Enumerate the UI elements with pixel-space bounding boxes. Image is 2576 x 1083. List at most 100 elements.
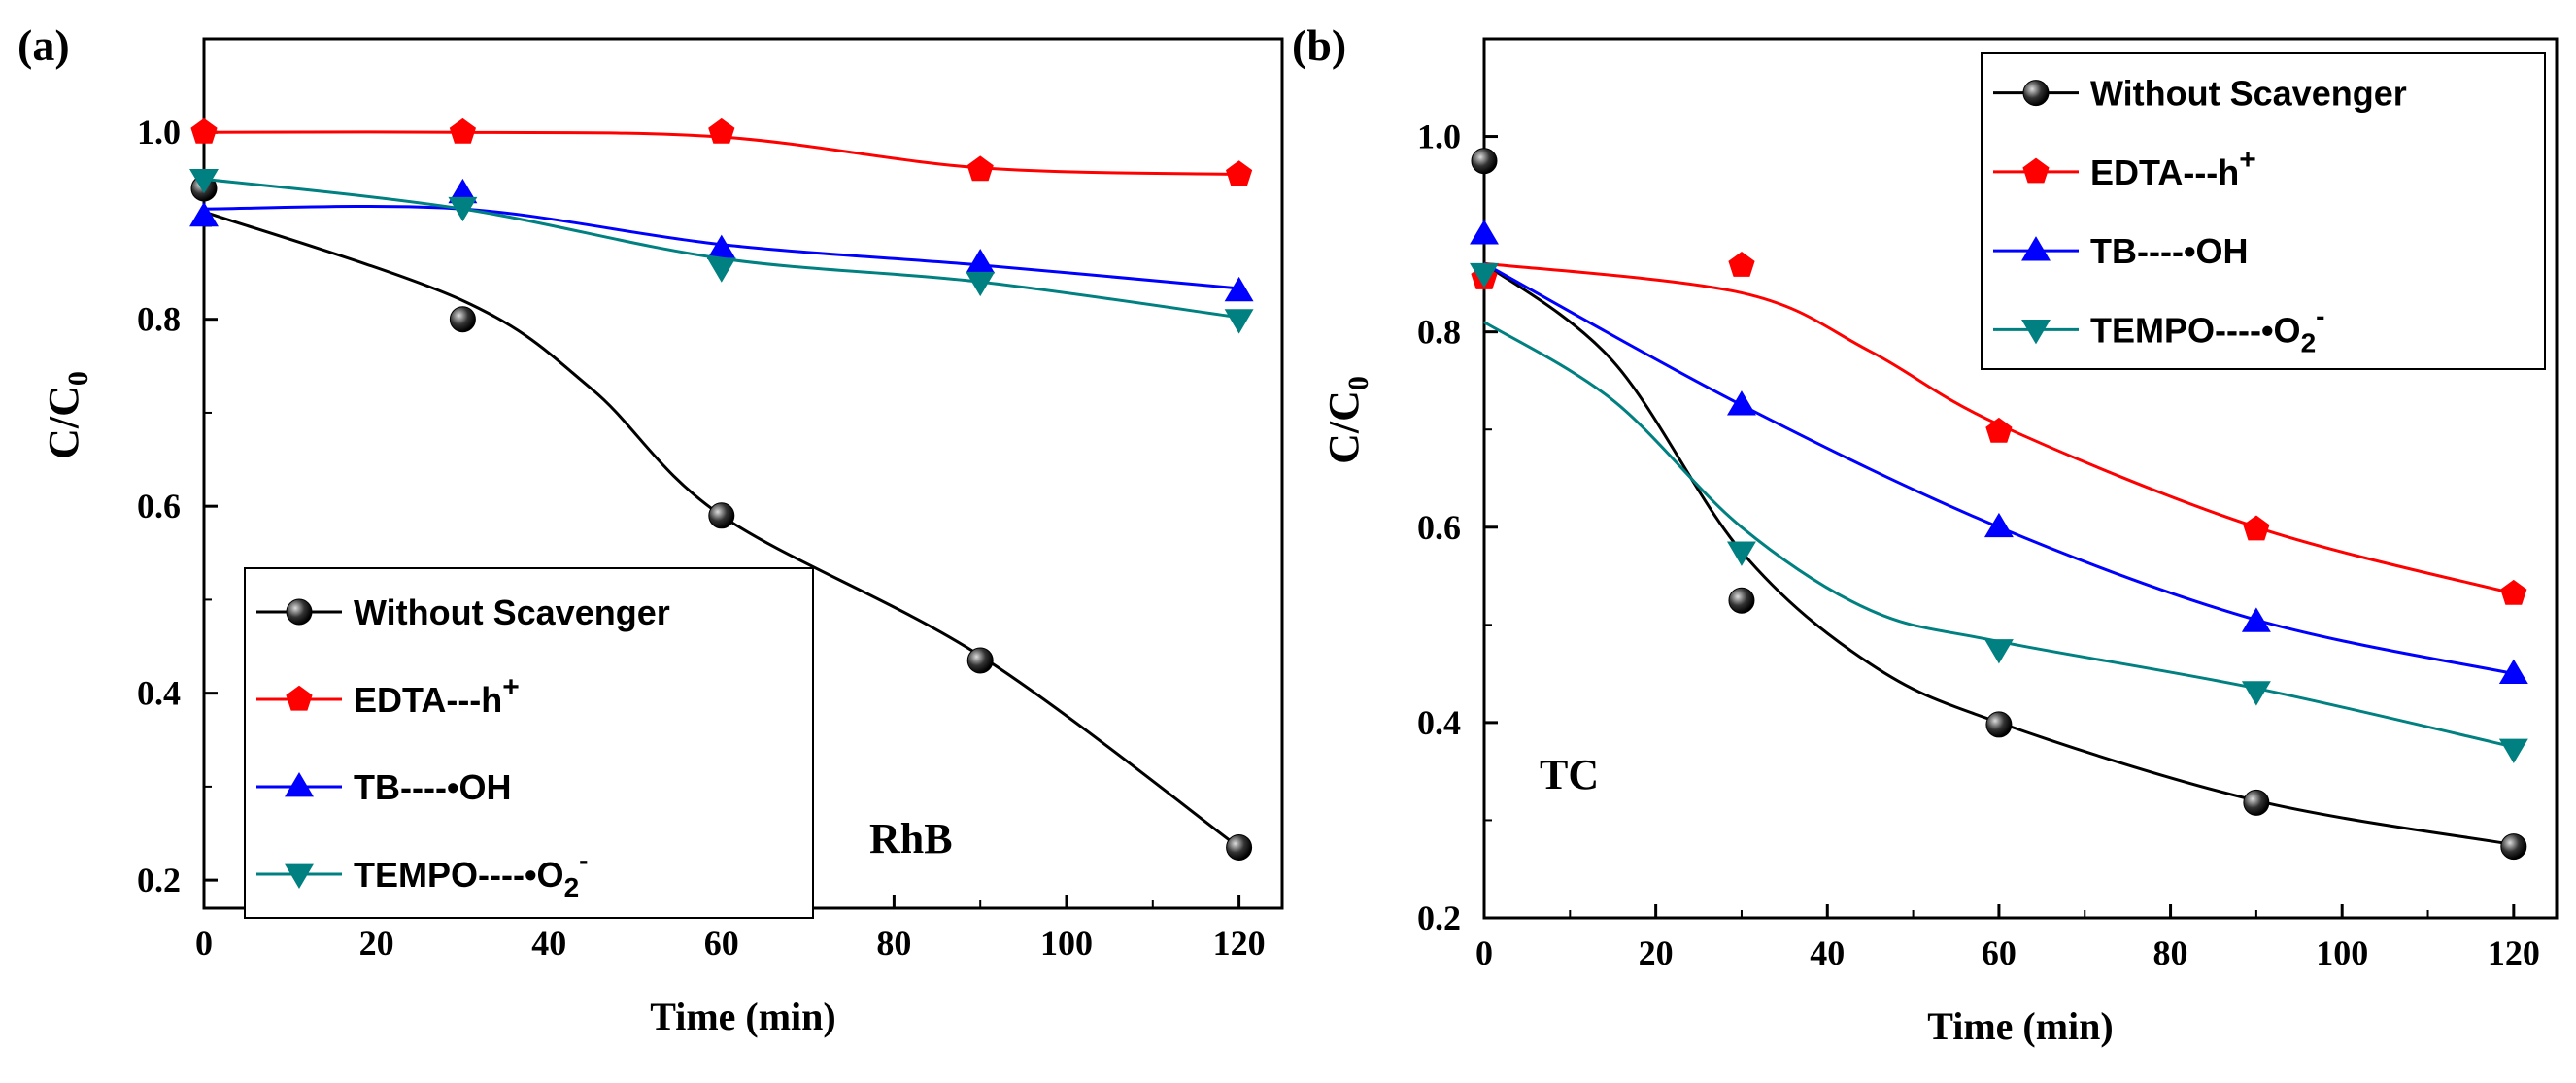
legend-entry-name: TEMPO----•O bbox=[354, 855, 564, 895]
x-axis-label: Time (min) bbox=[1927, 1004, 2113, 1048]
legend-entry-name: TB----•OH bbox=[2090, 231, 2249, 271]
x-axis-label: Time (min) bbox=[650, 995, 835, 1038]
data-point bbox=[1727, 390, 1756, 416]
x-tick-label: 60 bbox=[1982, 933, 2017, 972]
data-point bbox=[706, 234, 736, 259]
data-point bbox=[2500, 579, 2527, 605]
series-0 bbox=[1471, 148, 2527, 861]
legend-entry: Without Scavenger bbox=[354, 592, 670, 632]
y-axis-label-subscript: 0 bbox=[1342, 376, 1374, 390]
series-line bbox=[203, 210, 1240, 849]
data-point bbox=[2243, 515, 2270, 541]
y-tick-label: 0.2 bbox=[137, 861, 181, 899]
y-tick-label: 0.6 bbox=[1417, 508, 1461, 547]
data-point bbox=[1224, 276, 1254, 302]
legend-marker bbox=[2021, 319, 2051, 345]
y-tick-label: 0.4 bbox=[1417, 703, 1461, 742]
x-tick-label: 80 bbox=[2153, 933, 2188, 972]
legend-entry: EDTA---h+ bbox=[354, 671, 520, 720]
legend-entry-name: EDTA---h bbox=[354, 680, 502, 720]
x-tick-label: 20 bbox=[1639, 933, 1674, 972]
series-line bbox=[1483, 261, 2515, 595]
legend-marker bbox=[2022, 80, 2050, 107]
plot-frame bbox=[1482, 37, 2559, 920]
data-point bbox=[1985, 417, 2013, 443]
x-tick-label: 100 bbox=[1040, 924, 1093, 963]
y-tick-label: 0.2 bbox=[1417, 898, 1461, 937]
y-axis-label-main: C/C bbox=[1320, 390, 1368, 464]
legend-box bbox=[1981, 52, 2546, 370]
legend-entry: Without Scavenger bbox=[2090, 74, 2407, 114]
x-tick-label: 80 bbox=[876, 924, 911, 963]
data-point bbox=[2241, 607, 2271, 632]
legend-entry: TEMPO----•O2- bbox=[2090, 300, 2324, 357]
data-point bbox=[2498, 659, 2528, 685]
data-point bbox=[190, 118, 218, 144]
legend-entry: TEMPO----•O2- bbox=[354, 845, 588, 902]
data-point bbox=[1727, 541, 1756, 566]
y-axis-label-subscript: 0 bbox=[62, 371, 94, 386]
data-point bbox=[706, 257, 736, 283]
data-point bbox=[1728, 252, 1755, 277]
y-axis-label: C/C0 bbox=[1320, 376, 1374, 464]
series-2 bbox=[189, 178, 1254, 302]
y-axis-label-main: C/C bbox=[40, 386, 87, 459]
panel-label: (b) bbox=[1292, 20, 1346, 70]
legend-marker bbox=[2021, 236, 2051, 261]
data-point bbox=[1983, 512, 2014, 538]
x-tick-label: 60 bbox=[704, 924, 739, 963]
y-tick-label: 1.0 bbox=[1417, 118, 1461, 156]
data-point bbox=[448, 196, 478, 222]
data-point bbox=[966, 647, 994, 674]
legend-marker bbox=[285, 863, 314, 889]
data-point bbox=[1985, 711, 2013, 738]
series-3 bbox=[189, 168, 1254, 334]
x-tick-label: 40 bbox=[531, 924, 566, 963]
x-tick-label: 100 bbox=[2316, 933, 2368, 972]
data-point bbox=[1470, 220, 1499, 245]
data-point bbox=[1224, 309, 1254, 334]
series-1 bbox=[190, 118, 1253, 186]
legend-marker bbox=[2022, 157, 2050, 184]
legend-entry-name: Without Scavenger bbox=[2090, 74, 2407, 114]
series-3 bbox=[1470, 262, 2528, 763]
legend-entry: TB----•OH bbox=[2090, 231, 2249, 271]
legend-entry-name: Without Scavenger bbox=[354, 592, 670, 632]
data-point bbox=[1983, 639, 2014, 664]
data-point bbox=[1470, 262, 1499, 288]
data-point bbox=[449, 306, 476, 333]
data-point bbox=[2243, 789, 2270, 816]
legend-entry-superscript: + bbox=[2239, 144, 2256, 176]
x-tick-label: 0 bbox=[195, 924, 213, 963]
legend-entry-superscript: - bbox=[579, 845, 588, 875]
legend-entry-superscript: + bbox=[502, 671, 520, 703]
data-point bbox=[1226, 833, 1253, 861]
y-tick-label: 0.4 bbox=[137, 674, 181, 713]
legend-entry-superscript: - bbox=[2316, 300, 2324, 330]
data-point bbox=[189, 201, 219, 227]
legend-entry-name: TB----•OH bbox=[354, 767, 512, 807]
legend-marker bbox=[285, 772, 314, 797]
data-point bbox=[966, 249, 996, 274]
x-tick-label: 120 bbox=[1213, 924, 1266, 963]
data-point bbox=[1728, 587, 1755, 614]
data-point bbox=[1471, 148, 1498, 175]
data-point bbox=[2500, 833, 2527, 861]
data-point bbox=[2498, 738, 2528, 763]
x-tick-label: 0 bbox=[1475, 933, 1493, 972]
y-tick-label: 1.0 bbox=[137, 113, 181, 152]
y-axis-label: C/C0 bbox=[40, 371, 94, 459]
y-tick-label: 0.8 bbox=[1417, 313, 1461, 352]
legend-entry: EDTA---h+ bbox=[2090, 144, 2256, 192]
data-point bbox=[2241, 681, 2271, 706]
legend-entry-name: EDTA---h bbox=[2090, 152, 2239, 192]
x-tick-label: 40 bbox=[1810, 933, 1845, 972]
data-point bbox=[708, 118, 735, 144]
data-point bbox=[189, 168, 219, 194]
series-line bbox=[1483, 262, 2515, 847]
data-point bbox=[449, 118, 476, 144]
